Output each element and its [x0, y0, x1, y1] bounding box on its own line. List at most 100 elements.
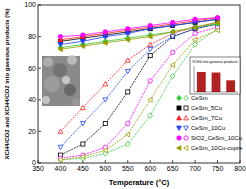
- tem-background: [42, 56, 80, 106]
- x-tick-label: 550: [122, 165, 134, 172]
- point: [103, 121, 107, 125]
- legend-marker: [177, 136, 181, 140]
- x-axis-label: Temperature (°C): [109, 178, 170, 187]
- point: [80, 122, 85, 126]
- tem-texture: [64, 84, 76, 96]
- inset-bar: [212, 73, 221, 93]
- point: [148, 54, 152, 58]
- point: [81, 33, 85, 37]
- inset-frame: [190, 57, 240, 94]
- x-tick-label: 600: [144, 165, 156, 172]
- y-tick-label: 40: [28, 96, 36, 103]
- point: [148, 42, 153, 46]
- y-tick: [38, 68, 41, 69]
- x-tick-label: 700: [189, 165, 201, 172]
- conversion-line: [60, 18, 217, 37]
- x-tick: [105, 160, 106, 163]
- y-tick-label: 20: [28, 128, 36, 135]
- point: [103, 41, 107, 46]
- point: [125, 132, 129, 137]
- legend-label: CeSm: [191, 95, 208, 101]
- legend-marker: [184, 146, 188, 151]
- point: [126, 121, 130, 125]
- point: [58, 34, 62, 38]
- point: [125, 32, 130, 36]
- point: [103, 148, 107, 153]
- x-tick-label: 500: [99, 165, 111, 172]
- point: [215, 15, 220, 19]
- point: [148, 113, 153, 118]
- point: [193, 25, 198, 29]
- point: [148, 47, 153, 51]
- point: [193, 17, 197, 21]
- inset-bar: [226, 80, 235, 92]
- conversion-line: [60, 19, 217, 44]
- legend-marker: [177, 126, 182, 130]
- legend-marker: [177, 146, 181, 151]
- point: [81, 142, 85, 146]
- legend-marker: [177, 116, 182, 120]
- point: [170, 73, 175, 78]
- conversion-line: [60, 22, 217, 49]
- y-tick-label: 80: [28, 33, 36, 40]
- tem-texture: [43, 57, 53, 67]
- tem-image: [42, 55, 80, 106]
- tem-texture: [42, 96, 50, 104]
- point: [58, 157, 62, 162]
- tem-texture: [72, 98, 80, 106]
- x-tick-label: 650: [167, 165, 179, 172]
- y-tick: [38, 36, 41, 37]
- point: [125, 37, 129, 42]
- point: [148, 23, 152, 27]
- legend-label: SiO2_CeSm_10Cu: [191, 135, 242, 141]
- tem-texture: [44, 76, 60, 92]
- point: [215, 28, 219, 33]
- point: [170, 63, 174, 68]
- point: [193, 37, 197, 42]
- inset-chart: XCH4 into gaseous products: [190, 57, 240, 94]
- y-axis-label: XCH4/CO2 and XCH4/CO2 into gaseous produ…: [4, 8, 10, 159]
- inset-bar: [197, 72, 206, 92]
- point: [103, 30, 107, 34]
- x-tick: [172, 160, 173, 163]
- point: [125, 69, 130, 73]
- legend-marker: [184, 136, 188, 140]
- legend-label: CeSm_5Cu: [191, 105, 222, 111]
- x-tick: [127, 160, 128, 163]
- point: [58, 47, 62, 52]
- legend-marker: [184, 116, 189, 120]
- point: [148, 79, 152, 83]
- figure: 3504004505005506006507007508000204060801…: [0, 0, 246, 189]
- y-tick-label: 100: [24, 1, 36, 8]
- point: [125, 141, 130, 146]
- y-tick-label: 60: [28, 65, 36, 72]
- legend-marker: [184, 126, 189, 130]
- inset-bars: [197, 72, 235, 92]
- y-tick: [38, 131, 41, 132]
- legend-marker: [184, 106, 188, 110]
- legend-label: CeSm_10Cu-copre: [191, 145, 243, 151]
- x-tick: [217, 160, 218, 163]
- point: [80, 44, 84, 49]
- point: [170, 35, 175, 39]
- point: [80, 39, 85, 43]
- inset-y-axis: [194, 66, 195, 92]
- point: [58, 145, 63, 149]
- point: [215, 20, 219, 25]
- axes: 3504004505005506006507007508000204060801…: [24, 1, 246, 172]
- point: [171, 50, 175, 54]
- point: [171, 20, 175, 24]
- point: [80, 105, 85, 109]
- point: [193, 31, 197, 35]
- point: [170, 29, 175, 34]
- point: [170, 29, 174, 34]
- legend-marker: [184, 95, 189, 100]
- x-tick-label: 800: [234, 165, 246, 172]
- tem-texture: [53, 63, 67, 77]
- inset-x-axis: [194, 92, 238, 93]
- tem-texture: [62, 76, 70, 84]
- x-tick: [195, 160, 196, 163]
- legend-marker: [177, 106, 181, 110]
- legend-label: CeSm_10Cu: [191, 125, 225, 131]
- point: [125, 58, 130, 62]
